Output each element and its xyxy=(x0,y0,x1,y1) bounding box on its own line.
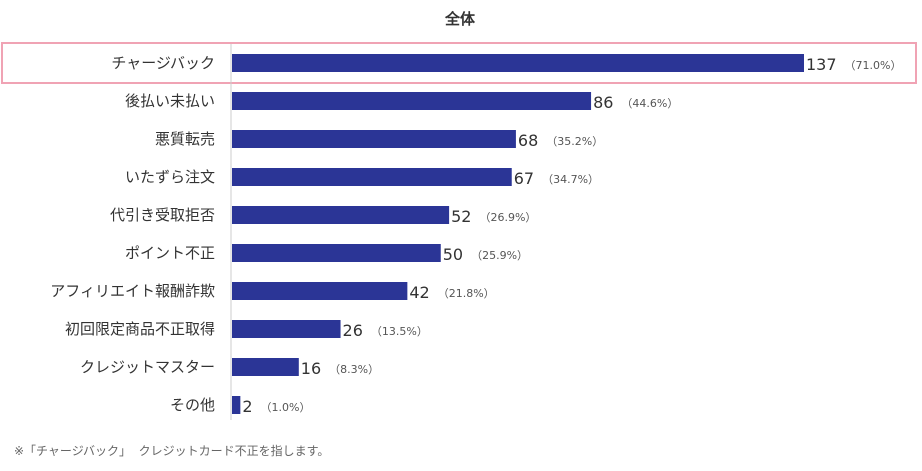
bar xyxy=(232,54,804,72)
bar xyxy=(232,244,441,262)
bar xyxy=(232,92,592,110)
percent-label: （71.0%） xyxy=(845,59,902,72)
category-label: その他 xyxy=(170,396,215,414)
category-label: 悪質転売 xyxy=(155,130,215,148)
category-label: アフィリエイト報酬詐欺 xyxy=(50,282,215,300)
footnote: ※「チャージバック」 クレジットカード不正を指します。 xyxy=(14,444,330,458)
bar xyxy=(232,358,299,376)
percent-label: （34.7%） xyxy=(542,173,599,186)
percent-label: （1.0%） xyxy=(261,401,311,414)
percent-label: （26.9%） xyxy=(479,211,536,224)
bar xyxy=(232,396,241,414)
value-label: 86 xyxy=(593,93,613,112)
percent-label: （44.6%） xyxy=(621,97,678,110)
percent-label: （21.8%） xyxy=(438,287,495,300)
value-label: 2 xyxy=(242,397,252,416)
value-label: 67 xyxy=(514,169,534,188)
value-label: 50 xyxy=(443,245,463,264)
bar xyxy=(232,320,341,338)
category-label: チャージバック xyxy=(111,54,215,72)
percent-label: （25.9%） xyxy=(471,249,528,262)
percent-label: （35.2%） xyxy=(546,135,603,148)
value-label: 42 xyxy=(409,283,429,302)
category-label: 代引き受取拒否 xyxy=(110,206,215,224)
bar xyxy=(232,206,450,224)
bar xyxy=(232,282,408,300)
category-label: ポイント不正 xyxy=(125,244,215,262)
value-label: 137 xyxy=(806,55,837,74)
bar xyxy=(232,168,512,186)
category-label: クレジットマスター xyxy=(80,358,215,376)
chart-marks: チャージバック 137 （71.0%） 後払い未払い 86 （44.6%） 悪質転売 68 （3… xyxy=(1,42,917,420)
value-label: 26 xyxy=(343,321,363,340)
value-label: 16 xyxy=(301,359,321,378)
category-label: いたずら注文 xyxy=(125,168,215,186)
bar xyxy=(232,130,516,148)
chart-title: 全体 xyxy=(444,10,476,28)
highlight-frame xyxy=(1,42,917,84)
value-label: 68 xyxy=(518,131,538,150)
percent-label: （13.5%） xyxy=(371,325,428,338)
category-label: 初回限定商品不正取得 xyxy=(65,320,215,338)
percent-label: （8.3%） xyxy=(329,363,379,376)
category-label: 後払い未払い xyxy=(125,92,215,110)
value-label: 52 xyxy=(451,207,471,226)
